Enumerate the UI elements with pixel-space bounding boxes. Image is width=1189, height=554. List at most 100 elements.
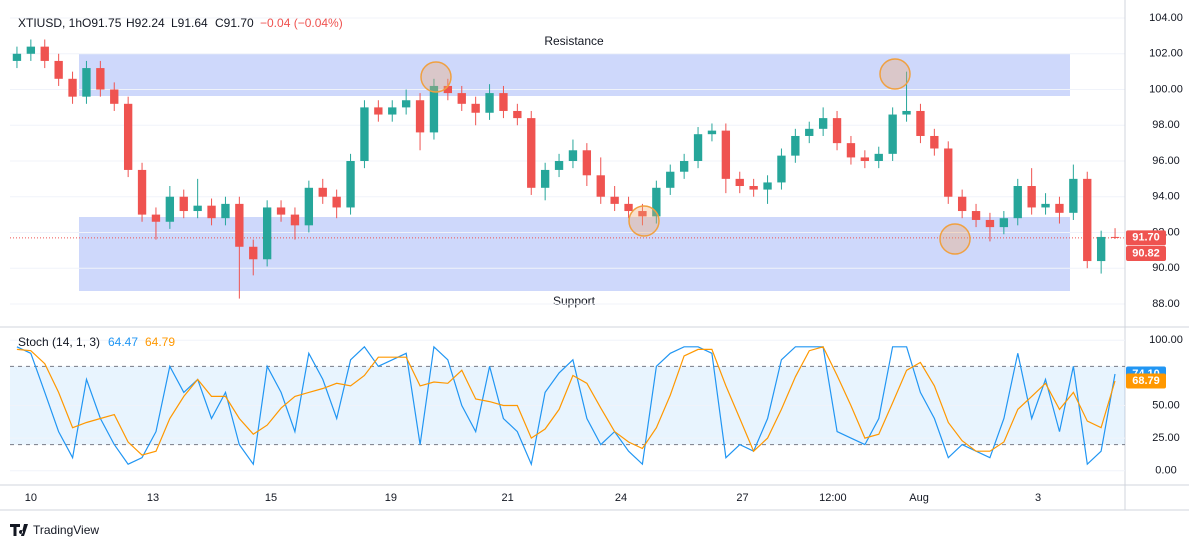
highlight-circle	[420, 61, 452, 93]
candle-body	[610, 196, 619, 204]
candle-body	[666, 171, 675, 188]
candle-body	[1110, 236, 1120, 238]
candle-body	[221, 203, 230, 219]
candle-body	[568, 150, 578, 161]
candle-body	[916, 110, 925, 136]
price-label-box	[1126, 373, 1166, 389]
price-label: 91.70	[1132, 232, 1160, 244]
candle-body	[235, 203, 244, 247]
candle-body	[401, 100, 411, 108]
candle-body	[290, 214, 300, 226]
candle-body	[207, 205, 216, 219]
candle-body	[1027, 186, 1036, 208]
candle-body	[457, 93, 466, 104]
candle-body	[137, 169, 147, 215]
price-pane	[10, 17, 1125, 305]
candle-body	[1041, 203, 1050, 208]
candle-body	[1069, 178, 1078, 213]
candle-body	[346, 160, 355, 208]
candle-body	[888, 114, 897, 154]
highlight-circle	[879, 58, 911, 90]
y-tick-label: 50.00	[1152, 399, 1180, 411]
y-tick-label: 90.00	[1152, 262, 1180, 274]
y-tick-label: 100.00	[1149, 83, 1183, 95]
candle-body	[332, 196, 341, 208]
candle-body	[944, 148, 953, 197]
candle-body	[554, 160, 564, 170]
low-label: L91.64	[171, 16, 208, 30]
y-tick-label: 88.00	[1152, 298, 1180, 310]
highlights	[420, 58, 971, 255]
candle-body	[318, 187, 327, 197]
highlight-circle	[939, 223, 971, 255]
candle-body	[26, 46, 36, 54]
candle-body	[902, 110, 911, 115]
stoch-title: Stoch (14, 1, 3)	[18, 335, 100, 349]
logo-mark	[10, 524, 28, 536]
x-tick-label: Aug	[909, 492, 929, 504]
price-label: 68.79	[1132, 375, 1160, 387]
candle-body	[96, 68, 105, 90]
candle-body	[999, 218, 1009, 228]
x-tick-label: 13	[147, 492, 159, 504]
change-label: −0.04 (−0.04%)	[260, 16, 343, 30]
candle-body	[652, 187, 661, 217]
candle-body	[832, 118, 842, 144]
candle-body	[763, 182, 772, 190]
symbol: XTIUSD, 1h	[18, 16, 82, 30]
x-tick-label: 12:00	[819, 492, 847, 504]
candle-body	[471, 103, 480, 113]
x-tick-label: 24	[615, 492, 627, 504]
candle-body	[485, 93, 494, 113]
logo: TradingView	[10, 523, 99, 537]
candle-body	[110, 89, 119, 104]
candle-body	[179, 196, 188, 212]
y-tick-label: 0.00	[1155, 465, 1176, 477]
header: XTIUSD, 1h O91.75 H92.24 L91.64 C91.70 −…	[18, 16, 343, 349]
candle-body	[123, 103, 133, 170]
close-label: C91.70	[215, 16, 254, 30]
y-tick-label: 94.00	[1152, 191, 1180, 203]
candle-body	[54, 60, 63, 79]
k-legend: 64.47	[108, 335, 138, 349]
candle-body	[1055, 203, 1064, 213]
price-label-box	[1126, 246, 1166, 262]
candle-body	[429, 85, 439, 133]
candle-body	[12, 53, 22, 61]
candle-body	[1096, 236, 1106, 262]
candle-body	[679, 160, 689, 172]
candle-body	[68, 78, 77, 97]
x-tick-label: 27	[736, 492, 748, 504]
candle-body	[596, 175, 605, 197]
candle-body	[777, 155, 786, 183]
candle-body	[805, 128, 814, 136]
y-tick-label: 100.00	[1149, 334, 1183, 346]
stoch-pane	[10, 339, 1125, 472]
candle-body	[415, 100, 425, 133]
candle-body	[846, 143, 856, 158]
candle-body	[707, 130, 717, 135]
y-tick-label: 104.00	[1149, 12, 1183, 24]
candle-body	[957, 196, 967, 212]
zone-label: Resistance	[544, 34, 604, 48]
candle-body	[151, 214, 161, 222]
highlight-circle	[628, 205, 660, 237]
candle-body	[165, 196, 175, 222]
candle-body	[638, 211, 647, 217]
candle-body	[443, 85, 453, 94]
candle-body	[540, 169, 550, 188]
candle-body	[791, 135, 800, 156]
candle-body	[818, 118, 828, 129]
candle-body	[249, 246, 258, 260]
candle-body	[971, 211, 981, 220]
x-tick-label: 10	[25, 492, 37, 504]
x-tick-label: 19	[385, 492, 397, 504]
x-tick-label: 21	[501, 492, 513, 504]
candle-body	[721, 130, 731, 179]
candle-body	[374, 107, 383, 115]
x-tick-label: 3	[1035, 492, 1041, 504]
zone-label: Support	[553, 294, 596, 308]
support-zone	[79, 217, 1070, 291]
candle-body	[985, 219, 995, 228]
price-label-box	[1126, 230, 1166, 246]
